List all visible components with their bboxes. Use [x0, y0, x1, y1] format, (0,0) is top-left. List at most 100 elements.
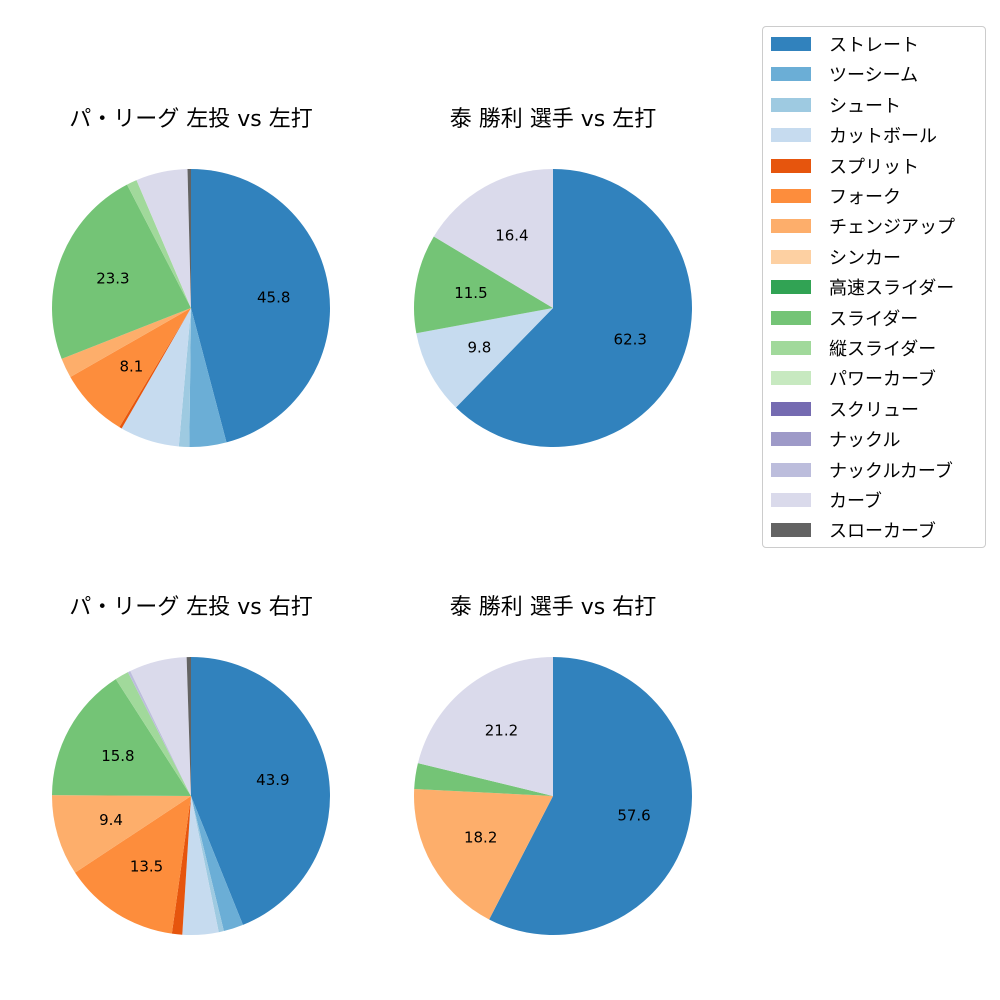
pie-slice [414, 763, 553, 796]
legend-item: スライダー [771, 306, 918, 330]
chart-title: 泰 勝利 選手 vs 右打 [450, 595, 656, 620]
pie-slice [52, 679, 191, 796]
pie-slice [136, 169, 191, 308]
legend-item: シュート [771, 93, 901, 117]
legend-label: カーブ [829, 491, 882, 512]
legend-label: カットボール [829, 126, 937, 148]
legend-swatch [771, 97, 811, 112]
legend-item: チェンジアップ [771, 214, 955, 238]
legend-swatch [771, 371, 811, 386]
legend-swatch [771, 158, 811, 173]
pie-slice [51, 184, 191, 359]
pie-chart-4: 泰 勝利 選手 vs 右打 57.6 18.2 21.2 [414, 595, 692, 935]
legend-item: ナックルカーブ [771, 458, 953, 482]
chart-title: 泰 勝利 選手 vs 左打 [450, 107, 656, 132]
slice-label: 9.8 [467, 338, 491, 356]
legend-swatch [771, 432, 811, 447]
slice-label: 45.8 [257, 288, 290, 306]
slice-label: 15.8 [101, 747, 134, 765]
slice-label: 9.4 [99, 811, 123, 829]
pie-slice [121, 308, 191, 447]
slice-label: 18.2 [464, 829, 497, 847]
pie-slice [75, 796, 191, 934]
pie-slice [178, 308, 191, 447]
pie-slice [61, 308, 191, 377]
legend-item: 縦スライダー [771, 336, 936, 360]
legend-label: ナックルカーブ [829, 460, 953, 482]
slice-label: 21.2 [485, 721, 518, 739]
pie-slice [189, 308, 227, 447]
legend-label: ナックル [829, 430, 901, 452]
pie-chart-3: パ・リーグ 左投 vs 右打 43.9 13.5 9.4 15.8 [52, 595, 330, 935]
pie-slice [127, 670, 191, 796]
legend-swatch [771, 310, 811, 325]
slice-label: 11.5 [454, 284, 487, 302]
pie-slice [182, 796, 219, 935]
legend-label: ツーシーム [829, 65, 919, 87]
legend-item: ナックル [771, 427, 900, 451]
slice-label: 62.3 [614, 330, 647, 348]
legend-swatch [771, 401, 811, 416]
pie-slice [70, 308, 191, 428]
legend-swatch [771, 189, 811, 203]
legend-label: フォーク [829, 187, 901, 208]
legend-label: 高速スライダー [829, 278, 955, 300]
slice-label: 16.4 [495, 226, 528, 244]
legend: ストレートツーシームシュートカットボール スプリットフォークチェンジアップシンカー… [762, 26, 986, 548]
legend-label: 縦スライダー [829, 339, 937, 360]
legend-swatch [771, 249, 811, 264]
pie-slice [489, 657, 692, 935]
pie-chart-1: パ・リーグ 左投 vs 左打 45.8 8.1 23.3 [51, 107, 330, 447]
legend-item: スローカーブ [771, 518, 936, 542]
pie-slice [455, 169, 693, 448]
chart-title: パ・リーグ 左投 vs 右打 [69, 595, 312, 620]
pie-slice [191, 169, 330, 443]
legend-label: スローカーブ [829, 521, 936, 543]
legend-item: カットボール [771, 123, 937, 147]
pie-slice [130, 657, 191, 796]
legend-swatch [771, 462, 811, 477]
pie-slice [127, 180, 191, 308]
legend-swatch [771, 67, 811, 82]
legend-item: ツーシーム [771, 62, 918, 86]
legend-swatch [771, 37, 811, 51]
legend-item: ストレート [771, 32, 919, 56]
legend-label: パワーカーブ [829, 369, 936, 391]
legend-item: パワーカーブ [771, 366, 936, 390]
legend-item: スプリット [771, 154, 919, 178]
legend-swatch [771, 493, 811, 507]
pie-slice [191, 657, 330, 925]
legend-item: フォーク [771, 184, 901, 208]
pie-slice [119, 308, 191, 429]
legend-label: チェンジアップ [829, 217, 955, 239]
pie-slice [187, 169, 191, 308]
legend-swatch [771, 219, 811, 234]
pie-slice [171, 796, 191, 935]
legend-swatch [771, 128, 811, 143]
pie-slice [186, 657, 191, 796]
slice-label: 43.9 [256, 771, 289, 789]
pie-slice [417, 657, 553, 796]
pie-slice [414, 789, 553, 920]
legend-swatch [771, 341, 811, 355]
slice-label: 57.6 [617, 807, 650, 825]
legend-item: 高速スライダー [771, 275, 954, 299]
pie-slice [115, 672, 191, 796]
pie-slice [433, 169, 553, 308]
pie-slice [416, 308, 553, 408]
legend-label: スプリット [829, 156, 919, 178]
pie-slice [52, 795, 191, 873]
legend-label: スクリュー [829, 399, 919, 421]
legend-label: ストレート [829, 35, 919, 56]
legend-item: カーブ [771, 488, 882, 512]
legend-label: シュート [829, 95, 901, 117]
legend-swatch [771, 280, 811, 295]
pie-slice [414, 236, 553, 334]
legend-label: スライダー [829, 308, 919, 330]
pie-slice [191, 796, 243, 932]
legend-swatch [771, 523, 811, 538]
slice-label: 13.5 [130, 858, 163, 876]
pie-slice [191, 796, 224, 933]
legend-item: シンカー [771, 245, 901, 269]
